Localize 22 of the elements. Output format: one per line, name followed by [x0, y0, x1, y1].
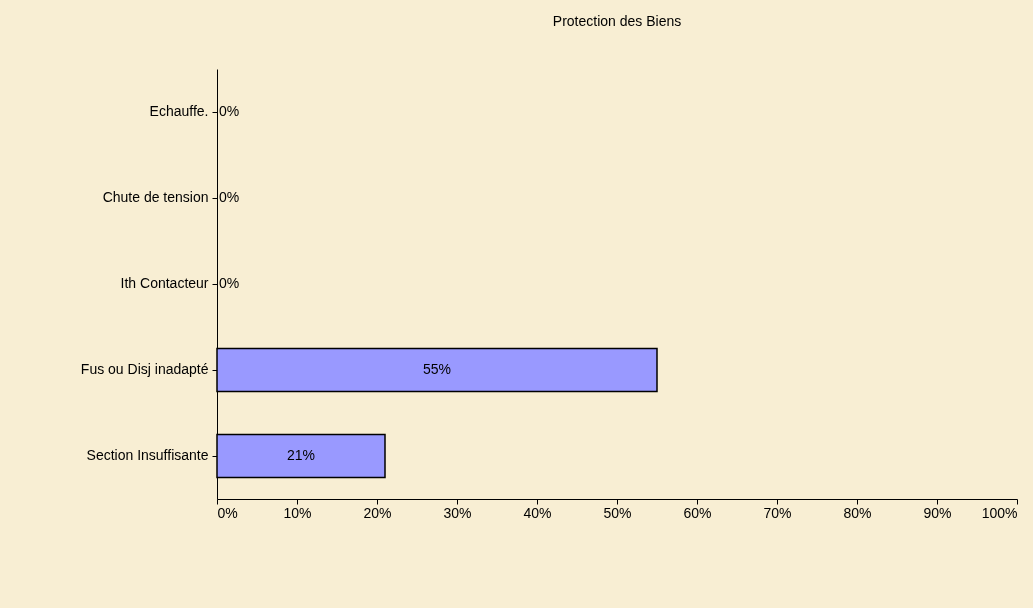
data-label: 21% [286, 447, 316, 463]
x-tick-label: 20% [363, 504, 392, 521]
data-label: 0% [219, 189, 240, 205]
x-tick-label: 0% [217, 504, 238, 521]
x-tick-label: 60% [683, 504, 712, 521]
data-label: 55% [422, 361, 452, 377]
y-tick-label: Echauffe. [149, 103, 209, 119]
x-tick-label: 90% [923, 504, 952, 521]
y-tick-label: Ith Contacteur [120, 275, 209, 291]
y-tick-label: Fus ou Disj inadapté [80, 361, 209, 377]
y-tick-label: Chute de tension [102, 189, 209, 205]
data-label: 0% [219, 103, 240, 119]
x-tick-label: 50% [603, 504, 632, 521]
x-tick-label: 40% [523, 504, 552, 521]
x-tick-label: 10% [283, 504, 312, 521]
y-tick-label: Section Insuffisante [86, 447, 209, 463]
x-tick-label: 80% [843, 504, 872, 521]
x-tick-label: 70% [763, 504, 792, 521]
chart-title: Protection des Biens [552, 13, 682, 29]
x-tick-label: 100% [981, 504, 1018, 521]
x-tick-label: 30% [443, 504, 472, 521]
data-label: 0% [219, 275, 240, 291]
